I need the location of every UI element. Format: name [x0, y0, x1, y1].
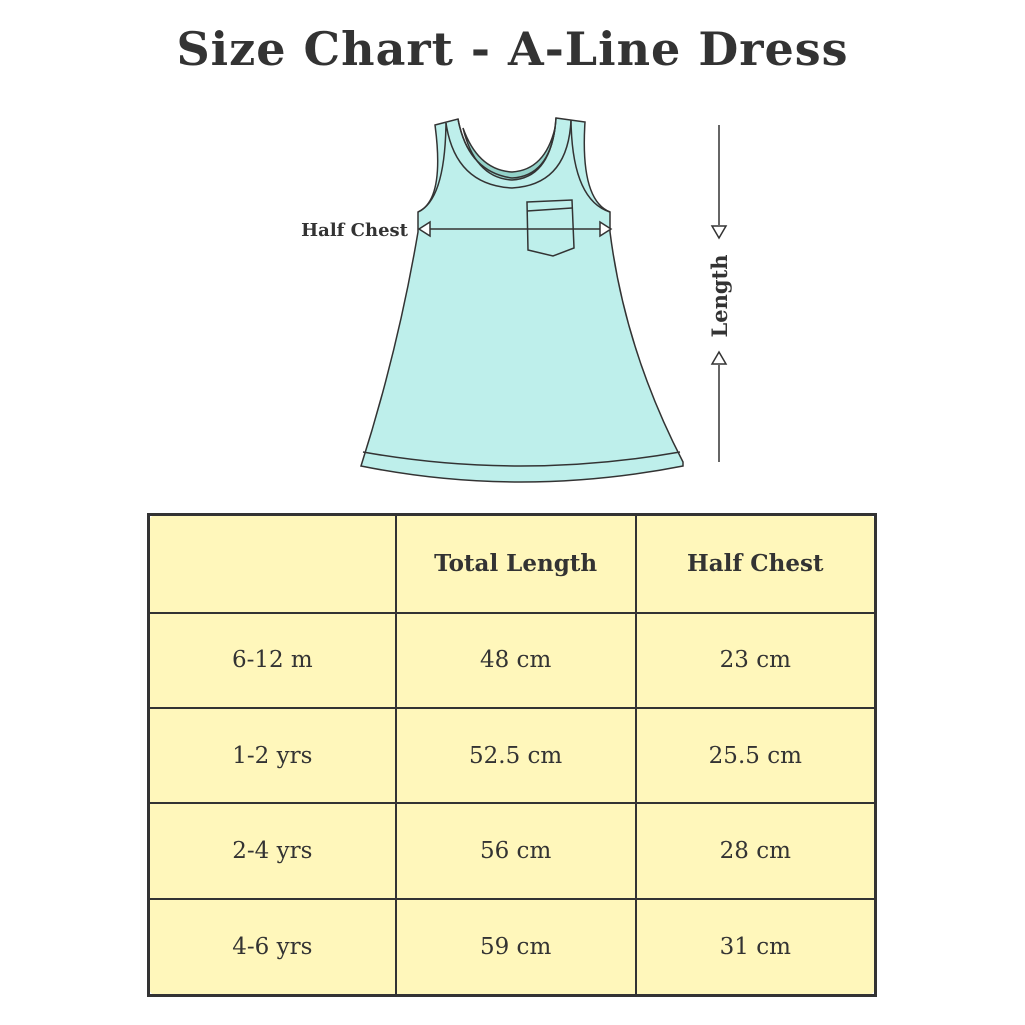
- size-cell: 4-6 yrs: [147, 897, 397, 997]
- half-chest-arrow: [417, 220, 613, 238]
- header-total-length: Total Length: [394, 513, 637, 614]
- half-chest-cell: 28 cm: [634, 802, 877, 900]
- table-row: 1-2 yrs 52.5 cm 25.5 cm: [147, 706, 877, 805]
- size-cell: 6-12 m: [147, 611, 397, 709]
- table-header-row: Total Length Half Chest: [147, 513, 877, 614]
- half-chest-cell: 25.5 cm: [634, 706, 877, 805]
- table-row: 2-4 yrs 56 cm 28 cm: [147, 802, 877, 900]
- total-length-cell: 56 cm: [394, 802, 637, 900]
- length-arrow: [710, 125, 728, 462]
- length-label: Length: [707, 254, 732, 337]
- size-cell: 2-4 yrs: [147, 802, 397, 900]
- dress-illustration: [360, 117, 684, 483]
- header-half-chest: Half Chest: [634, 513, 877, 614]
- dress-diagram: Half Chest Length: [301, 117, 732, 483]
- page-title: Size Chart - A-Line Dress: [176, 22, 849, 76]
- total-length-cell: 48 cm: [394, 611, 637, 709]
- total-length-cell: 52.5 cm: [394, 706, 637, 805]
- half-chest-cell: 23 cm: [634, 611, 877, 709]
- table-row: 4-6 yrs 59 cm 31 cm: [147, 897, 877, 997]
- half-chest-cell: 31 cm: [634, 897, 877, 997]
- total-length-cell: 59 cm: [394, 897, 637, 997]
- half-chest-label: Half Chest: [301, 220, 409, 241]
- table-row: 6-12 m 48 cm 23 cm: [147, 611, 877, 709]
- header-empty: [147, 513, 397, 614]
- size-cell: 1-2 yrs: [147, 706, 397, 805]
- size-table: Total Length Half Chest 6-12 m 48 cm 23 …: [147, 513, 877, 997]
